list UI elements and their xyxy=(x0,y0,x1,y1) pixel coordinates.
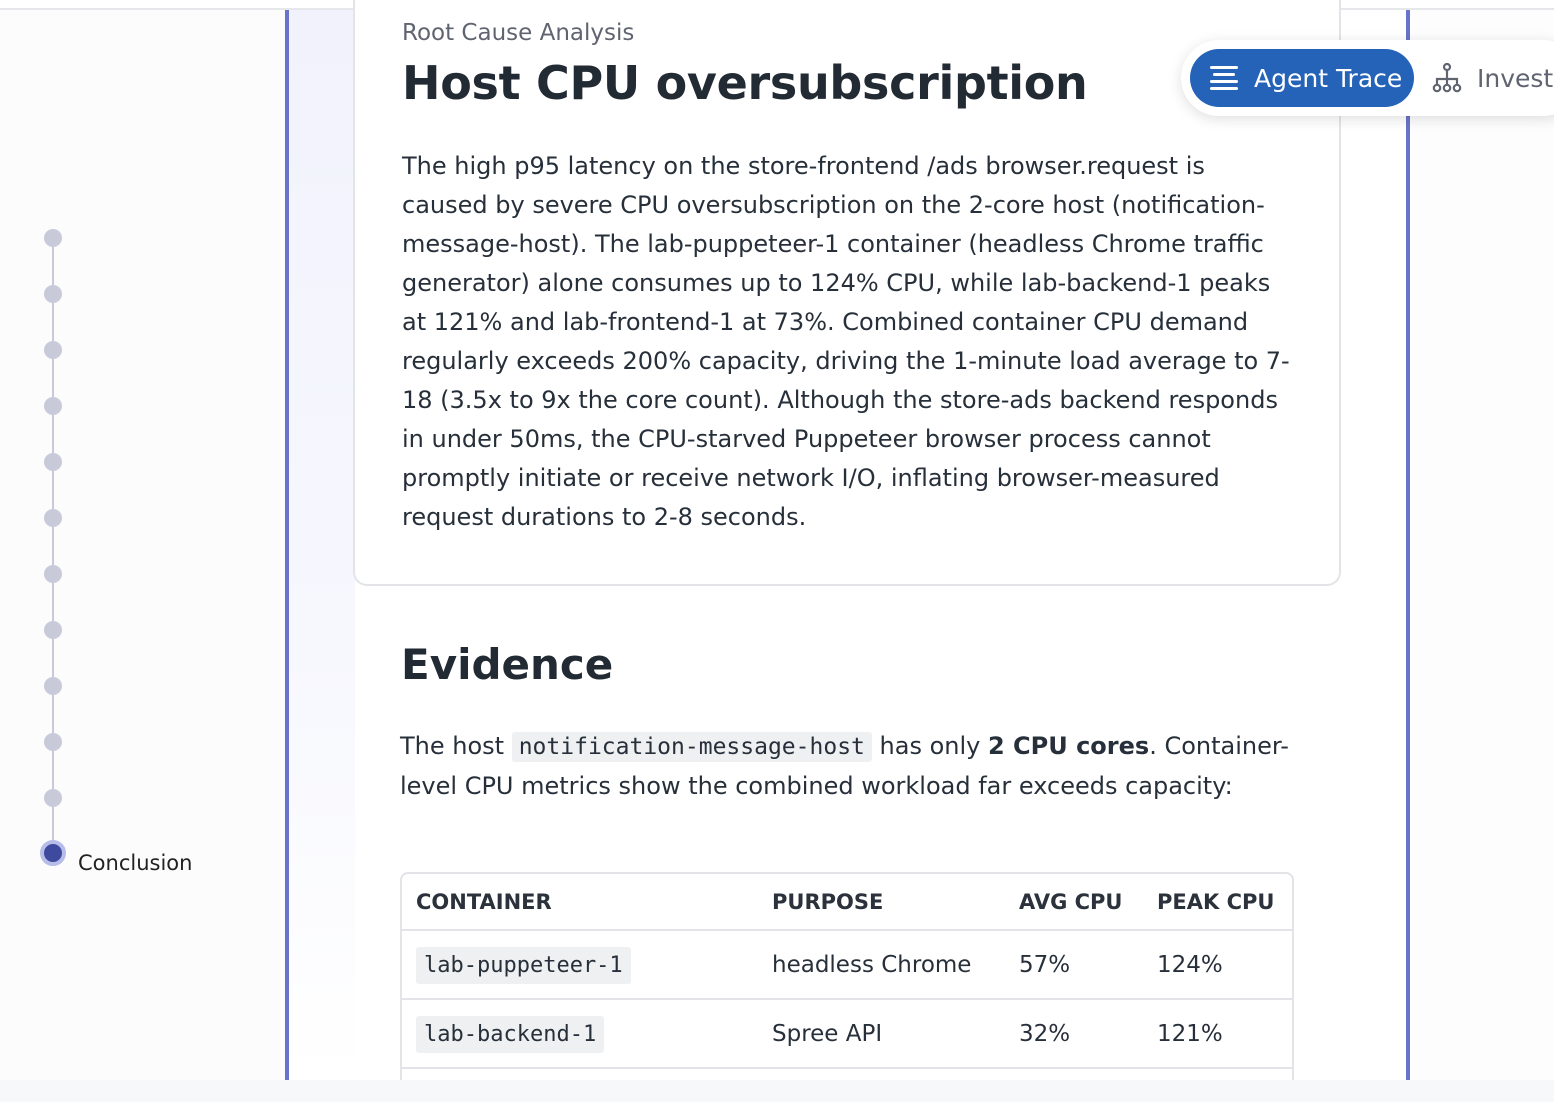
list-lines-icon xyxy=(1210,66,1238,90)
hierarchy-tree-icon xyxy=(1432,62,1462,93)
timeline-step-conclusion[interactable] xyxy=(40,840,66,866)
col-header-purpose: PURPOSE xyxy=(758,874,1005,931)
timeline-nav: Conclusion xyxy=(0,10,285,1080)
left-gutter-gradient xyxy=(289,10,355,1080)
timeline-step-3[interactable] xyxy=(44,341,62,359)
cell-peak-cpu: 124% xyxy=(1143,930,1292,1000)
evidence-paragraph: The host notification-message-host has o… xyxy=(400,727,1300,806)
tab-investigation-label: Invest xyxy=(1477,63,1554,93)
timeline-step-11[interactable] xyxy=(44,789,62,807)
cell-container: lab-backend-1 xyxy=(402,999,758,1069)
timeline-step-10[interactable] xyxy=(44,733,62,751)
evidence-text-pre: The host xyxy=(400,732,512,760)
timeline-step-4[interactable] xyxy=(44,397,62,415)
cell-avg-cpu: 32% xyxy=(1005,999,1143,1069)
container-code: lab-puppeteer-1 xyxy=(416,946,631,984)
evidence-text-post: . Container-level CPU metrics show the c… xyxy=(400,732,1289,800)
view-switcher: Agent Trace Invest xyxy=(1181,40,1554,116)
table-row: lab-puppeteer-1 headless Chrome 57% 124% xyxy=(402,930,1292,1000)
timeline-step-7[interactable] xyxy=(44,565,62,583)
col-header-avg-cpu: AVG CPU xyxy=(1005,874,1143,931)
container-code: lab-backend-1 xyxy=(416,1015,605,1053)
root-cause-card xyxy=(353,0,1341,586)
cell-container: lab-puppeteer-1 xyxy=(402,930,758,1000)
evidence-heading: Evidence xyxy=(401,640,614,689)
cell-avg-cpu: 57% xyxy=(1005,930,1143,1000)
cell-purpose: headless Chrome xyxy=(758,930,1005,1000)
col-header-container: CONTAINER xyxy=(402,874,758,931)
rca-title: Host CPU oversubscription xyxy=(402,56,1088,110)
col-header-peak-cpu: PEAK CPU xyxy=(1143,874,1292,931)
bottom-strip xyxy=(0,1080,1554,1102)
host-code: notification-message-host xyxy=(511,732,872,762)
cpu-cores-bold: 2 CPU cores xyxy=(987,732,1150,760)
rca-body: The high p95 latency on the store-fronte… xyxy=(402,152,1290,531)
tab-agent-trace-label: Agent Trace xyxy=(1254,63,1403,93)
timeline-step-2[interactable] xyxy=(44,285,62,303)
timeline-step-1[interactable] xyxy=(44,229,62,247)
timeline-conclusion-label[interactable]: Conclusion xyxy=(78,851,193,875)
timeline-line xyxy=(52,246,54,864)
evidence-text-mid: has only xyxy=(871,732,988,760)
table-header-row: CONTAINER PURPOSE AVG CPU PEAK CPU xyxy=(402,874,1292,931)
rca-kicker: Root Cause Analysis xyxy=(402,20,635,46)
timeline-step-6[interactable] xyxy=(44,509,62,527)
timeline-step-5[interactable] xyxy=(44,453,62,471)
timeline-step-9[interactable] xyxy=(44,677,62,695)
cell-purpose: Spree API xyxy=(758,999,1005,1069)
container-cpu-table: CONTAINER PURPOSE AVG CPU PEAK CPU lab-p… xyxy=(400,872,1294,1102)
table-row: lab-backend-1 Spree API 32% 121% xyxy=(402,999,1292,1069)
tab-investigation[interactable]: Invest xyxy=(1431,49,1553,107)
timeline-step-8[interactable] xyxy=(44,621,62,639)
cell-peak-cpu: 121% xyxy=(1143,999,1292,1069)
tab-agent-trace[interactable]: Agent Trace xyxy=(1190,49,1414,107)
